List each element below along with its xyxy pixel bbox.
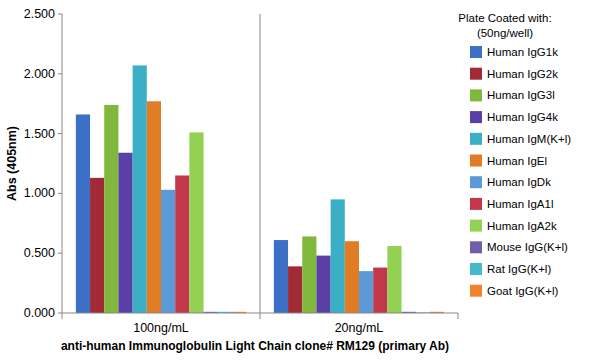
x-tick-label: 20ng/mL <box>335 321 384 335</box>
legend-swatch <box>470 176 482 188</box>
y-tick-label: 1.500 <box>24 127 55 141</box>
legend-title: (50ng/well) <box>477 27 533 39</box>
legend-swatch <box>470 198 482 210</box>
bar <box>316 256 330 313</box>
y-axis-label: Abs (405nm) <box>5 126 19 201</box>
legend-label: Human IgEl <box>487 155 547 167</box>
y-tick-label: 0.500 <box>24 246 55 260</box>
bar <box>175 175 189 313</box>
x-tick <box>62 313 63 319</box>
bars <box>76 65 444 313</box>
x-axis <box>62 313 458 314</box>
bar <box>90 178 104 313</box>
legend-swatch <box>470 46 482 58</box>
bar <box>189 132 203 313</box>
legend-label: Human IgG3l <box>487 89 555 101</box>
y-tick-label: 0.000 <box>24 306 55 320</box>
bar <box>133 65 147 313</box>
legend-swatch <box>470 133 482 145</box>
bar <box>302 236 316 313</box>
x-axis-label: anti-human Immunoglobulin Light Chain cl… <box>61 339 449 353</box>
legend-label: Human IgA1l <box>487 198 553 210</box>
bar <box>76 114 90 313</box>
legend-label: Human IgA2k <box>487 220 557 232</box>
bar <box>331 199 345 313</box>
legend-swatch <box>470 68 482 80</box>
y-tick <box>58 313 62 314</box>
legend-swatch <box>470 111 482 123</box>
y-tick-label: 2.500 <box>24 7 55 21</box>
y-tick <box>58 193 62 194</box>
bar <box>359 271 373 313</box>
chart: 0.000 0.500 1.000 1.500 2.000 2.500 100ng/mL 20… <box>0 0 599 360</box>
x-tick <box>458 313 459 319</box>
legend-swatch <box>470 155 482 167</box>
legend-swatch <box>470 241 482 253</box>
y-axis <box>62 14 63 313</box>
bar <box>288 266 302 313</box>
x-tick-label: 100ng/mL <box>133 321 189 335</box>
legend-swatch <box>470 220 482 232</box>
legend-label: Human IgG1k <box>487 46 558 58</box>
bar <box>345 241 359 313</box>
legend-label: Goat IgG(K+l) <box>487 285 558 297</box>
y-tick <box>58 14 62 15</box>
legend-label: Human IgG4k <box>487 111 558 123</box>
category-separator <box>260 14 261 319</box>
y-tick <box>58 133 62 134</box>
legend-swatch <box>470 263 482 275</box>
bar <box>373 268 387 313</box>
y-tick-label: 1.000 <box>24 186 55 200</box>
legend-label: Human IgG2k <box>487 68 558 80</box>
y-tick <box>58 73 62 74</box>
bar <box>104 105 118 313</box>
bar <box>387 246 401 313</box>
legend-label: Human IgM(K+l) <box>487 133 571 145</box>
bar <box>161 190 175 313</box>
legend-title: Plate Coated with: <box>458 12 551 24</box>
legend-label: Human IgDk <box>487 176 551 188</box>
bar <box>274 240 288 313</box>
legend-label: Mouse IgG(K+l) <box>487 241 568 253</box>
bar <box>147 101 161 313</box>
bar <box>118 153 132 313</box>
y-tick-label: 2.000 <box>24 67 55 81</box>
legend-swatch <box>470 285 482 297</box>
y-tick <box>58 253 62 254</box>
legend-swatch <box>470 89 482 101</box>
legend-label: Rat IgG(K+l) <box>487 263 551 275</box>
